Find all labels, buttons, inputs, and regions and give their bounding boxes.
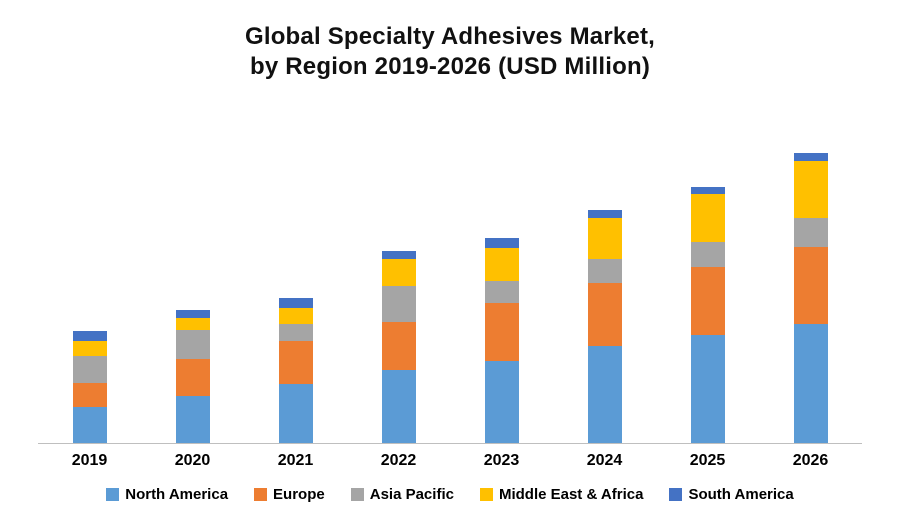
x-axis-label: 2021 (277, 452, 314, 469)
bar-segment (484, 281, 519, 303)
legend-label: Middle East & Africa (498, 486, 644, 503)
stacked-bar-2025 (690, 187, 725, 443)
bar-segment (587, 218, 622, 259)
bar-segment (381, 286, 416, 322)
legend-item: Europe (254, 486, 325, 503)
bar-segment (793, 218, 828, 247)
legend-item: North America (106, 486, 228, 503)
legend-label: South America (688, 486, 794, 503)
x-axis-label: 2025 (689, 452, 726, 469)
stacked-bar-2020 (175, 310, 210, 443)
bar-segment (381, 370, 416, 443)
bar-segment (72, 356, 107, 383)
bar-segment (381, 251, 416, 259)
chart-title-line1: Global Specialty Adhesives Market, (244, 23, 656, 50)
legend-swatch-icon (479, 488, 493, 501)
bar-segment (587, 259, 622, 283)
bar-segment (278, 298, 313, 308)
bar-segment (690, 194, 725, 242)
x-axis-label: 2022 (380, 452, 417, 469)
stacked-bar-2026 (793, 153, 828, 443)
bar-segment (690, 267, 725, 335)
bar-segment (587, 283, 622, 346)
bar-segment (278, 324, 313, 341)
stacked-bar-2023 (484, 238, 519, 443)
legend-label: Europe (273, 486, 325, 503)
bar-segment (587, 210, 622, 218)
bar-segment (72, 383, 107, 407)
bar-segment (278, 384, 313, 443)
legend-label: Asia Pacific (369, 486, 454, 503)
legend-swatch-icon (254, 488, 268, 501)
bar-segment (175, 310, 210, 318)
bar-segment (72, 331, 107, 341)
x-axis-label: 2020 (174, 452, 211, 469)
bar-segment (793, 324, 828, 443)
stacked-bar-2019 (72, 331, 107, 443)
bar-segment (381, 259, 416, 286)
bars-row (38, 88, 862, 444)
x-axis-label: 2023 (483, 452, 520, 469)
stacked-bar-2021 (278, 298, 313, 443)
bar-segment (484, 303, 519, 361)
bar-segment (690, 187, 725, 194)
bar-segment (587, 346, 622, 443)
bar-segment (484, 238, 519, 248)
legend-label: North America (125, 486, 229, 503)
chart-title: Global Specialty Adhesives Market, by Re… (20, 22, 880, 82)
bar-segment (484, 361, 519, 443)
x-axis-labels: 2019 2020 2021 2022 2023 2024 2025 2026 (38, 452, 862, 470)
bar-segment (72, 407, 107, 443)
bar-segment (381, 322, 416, 370)
legend-swatch-icon (106, 488, 120, 501)
bar-segment (793, 247, 828, 324)
bar-segment (484, 248, 519, 281)
legend-item: Middle East & Africa (479, 486, 644, 503)
x-axis-label: 2024 (586, 452, 623, 469)
bar-segment (690, 335, 725, 443)
bar-segment (793, 161, 828, 218)
x-axis-label: 2019 (71, 452, 108, 469)
bar-segment (278, 341, 313, 384)
bar-segment (175, 359, 210, 396)
bar-segment (690, 242, 725, 267)
legend-item: South America (669, 486, 794, 503)
plot-area (38, 88, 862, 444)
bar-segment (278, 308, 313, 324)
bar-segment (175, 330, 210, 359)
legend: North America Europe Asia Pacific Middle Ea… (20, 486, 880, 503)
chart-title-line2: by Region 2019-2026 (USD Million) (249, 53, 651, 80)
bar-segment (175, 318, 210, 330)
x-axis-label: 2026 (792, 452, 829, 469)
legend-swatch-icon (350, 488, 364, 501)
bar-segment (793, 153, 828, 161)
bar-segment (175, 396, 210, 443)
legend-item: Asia Pacific (350, 486, 454, 503)
legend-swatch-icon (669, 488, 683, 501)
bar-segment (72, 341, 107, 356)
stacked-bar-2022 (381, 251, 416, 443)
stacked-bar-2024 (587, 210, 622, 443)
